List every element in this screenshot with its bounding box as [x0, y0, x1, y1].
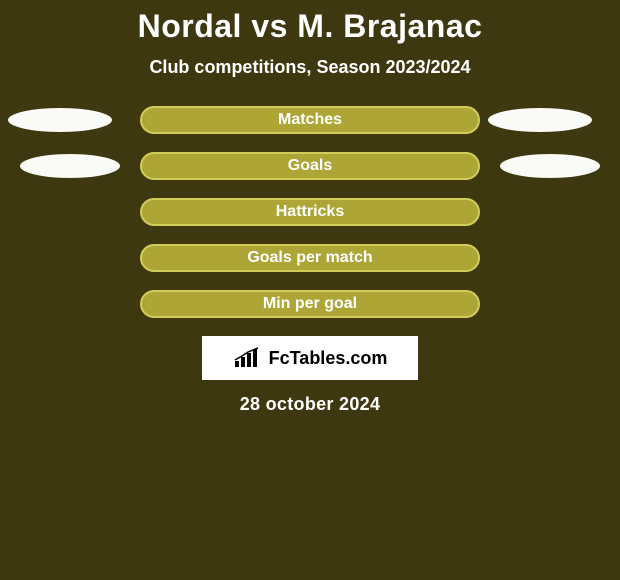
- metric-bar: Hattricks: [140, 198, 480, 226]
- left-value-bar: [20, 154, 120, 178]
- site-logo: FcTables.com: [202, 336, 418, 380]
- comparison-row: Goals per match: [0, 244, 620, 272]
- comparison-subtitle: Club competitions, Season 2023/2024: [0, 57, 620, 78]
- metric-label: Goals per match: [247, 249, 372, 267]
- comparison-rows: Matches Goals Hattricks Goals per match Min …: [0, 106, 620, 318]
- metric-label: Min per goal: [263, 295, 357, 313]
- left-value-bar: [8, 108, 112, 132]
- metric-label: Goals: [288, 157, 332, 175]
- comparison-row: Matches: [0, 106, 620, 134]
- chart-bars-icon: [233, 347, 263, 369]
- metric-label: Hattricks: [276, 203, 344, 221]
- right-value-bar: [488, 108, 592, 132]
- comparison-title: Nordal vs M. Brajanac: [0, 0, 620, 45]
- site-logo-text: FcTables.com: [269, 348, 388, 369]
- metric-bar: Goals: [140, 152, 480, 180]
- comparison-row: Hattricks: [0, 198, 620, 226]
- metric-bar: Goals per match: [140, 244, 480, 272]
- snapshot-date: 28 october 2024: [0, 394, 620, 415]
- right-value-bar: [500, 154, 600, 178]
- metric-bar: Min per goal: [140, 290, 480, 318]
- comparison-row: Goals: [0, 152, 620, 180]
- metric-label: Matches: [278, 111, 342, 129]
- metric-bar: Matches: [140, 106, 480, 134]
- comparison-row: Min per goal: [0, 290, 620, 318]
